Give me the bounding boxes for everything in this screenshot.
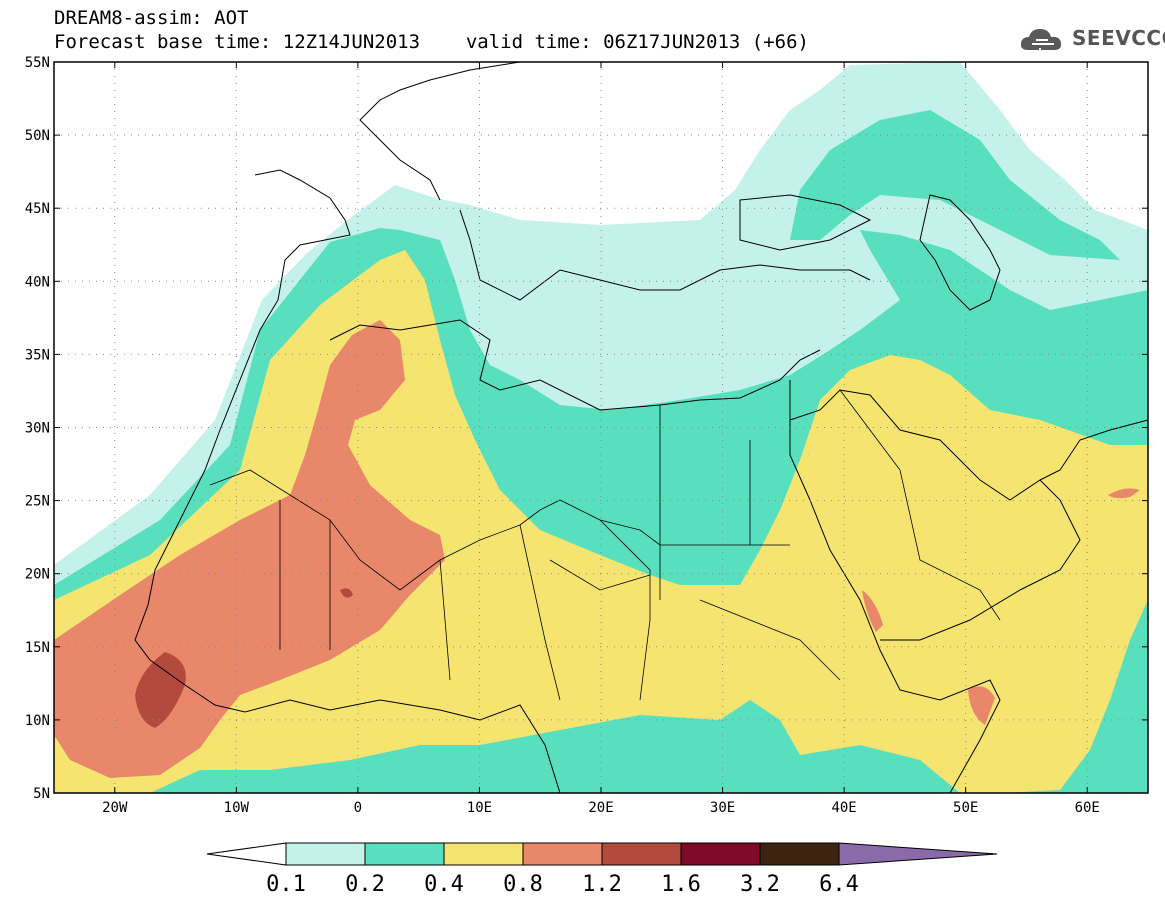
lat-tick-label: 35N	[25, 347, 50, 363]
colorbar-swatch	[522, 842, 603, 866]
colorbar-label: 1.6	[661, 872, 701, 897]
aot-band-1.2	[135, 588, 353, 728]
lon-tick-label: 50E	[953, 800, 978, 816]
aot-band-0.8	[54, 320, 1140, 778]
colorbar-label: 0.8	[503, 872, 543, 897]
lat-tick-label: 40N	[25, 274, 50, 290]
lat-tick-label: 25N	[25, 494, 50, 510]
colorbar: 0.1 0.2 0.4 0.8 1.2 1.6 3.2 6.4	[206, 842, 998, 897]
base-time: Forecast base time: 12Z14JUN2013	[54, 31, 421, 53]
colorbar-label: 1.2	[582, 872, 622, 897]
longitude-axis: 20W 10W 0 10E 20E 30E 40E 50E 60E	[102, 62, 1100, 816]
colorbar-over-arrow	[838, 842, 998, 866]
lat-tick-label: 30N	[25, 421, 50, 437]
colorbar-swatch	[601, 842, 682, 866]
latitude-axis: 55N 50N 45N 40N 35N 30N 25N 20N 15N 10N 5N	[25, 55, 1148, 802]
colorbar-label: 0.4	[424, 872, 464, 897]
map-title: DREAM8-assim: AOT	[54, 7, 249, 29]
coastlines	[134, 62, 1148, 793]
lon-tick-label: 10E	[467, 800, 492, 816]
colorbar-label: 6.4	[819, 872, 859, 897]
lon-tick-label: 10W	[224, 800, 250, 816]
colorbar-swatch	[364, 842, 445, 866]
lon-tick-label: 20E	[588, 800, 613, 816]
lon-tick-label: 30E	[710, 800, 735, 816]
colorbar-swatch	[759, 842, 840, 866]
country-borders	[209, 389, 1001, 701]
cloud-icon	[1020, 29, 1062, 52]
lon-tick-label: 60E	[1075, 800, 1100, 816]
colorbar-label: 0.1	[266, 872, 306, 897]
lat-tick-label: 10N	[25, 713, 50, 729]
seevccc-logo: SEEVCCC	[1018, 22, 1165, 58]
lon-tick-label: 40E	[831, 800, 856, 816]
valid-time: valid time: 06Z17JUN2013 (+66)	[465, 31, 809, 53]
map-header: DREAM8-assim: AOT Forecast base time: 12…	[54, 6, 809, 54]
lat-tick-label: 55N	[25, 55, 50, 71]
lon-tick-label: 0	[354, 800, 362, 816]
lat-tick-label: 20N	[25, 567, 50, 583]
lat-tick-label: 15N	[25, 640, 50, 656]
lon-tick-label: 20W	[102, 800, 128, 816]
logo-text: SEEVCCC	[1072, 26, 1165, 50]
colorbar-label: 0.2	[345, 872, 385, 897]
lat-tick-label: 45N	[25, 201, 50, 217]
colorbar-label: 3.2	[740, 872, 780, 897]
time-info: Forecast base time: 12Z14JUN2013 valid t…	[54, 30, 809, 54]
lat-tick-label: 50N	[25, 128, 50, 144]
colorbar-swatch	[285, 842, 366, 866]
grid-lines	[54, 62, 1148, 793]
colorbar-swatch	[680, 842, 761, 866]
colorbar-swatch	[443, 842, 524, 866]
lat-tick-label: 5N	[33, 786, 50, 802]
colorbar-under-arrow	[206, 842, 287, 866]
